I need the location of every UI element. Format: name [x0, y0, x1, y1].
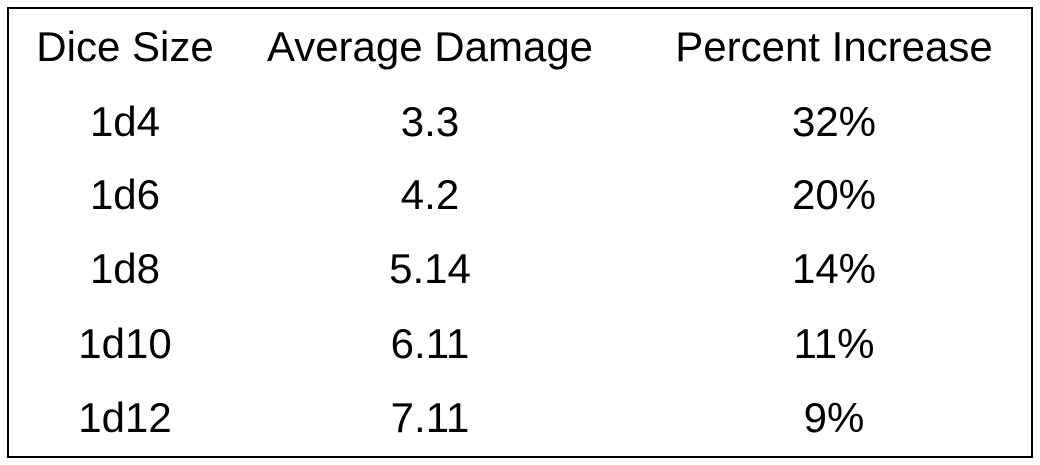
table-cell: 9% — [804, 394, 865, 441]
table-cell: 11% — [794, 320, 875, 367]
table-cell: 5.14 — [389, 245, 471, 292]
table-cell: 4.2 — [401, 171, 459, 218]
table-cell: 20% — [792, 171, 876, 218]
table-cell: 1d6 — [90, 171, 160, 218]
table-cell: 1d12 — [78, 394, 171, 441]
table-cell: 3.3 — [401, 98, 459, 145]
table-cell: 6.11 — [391, 320, 470, 367]
table-cell: 7.11 — [391, 394, 470, 441]
table-cell: 1d4 — [90, 98, 160, 145]
header-cell: Dice Size — [36, 23, 213, 70]
table-border — [7, 7, 1033, 458]
header-cell: Percent Increase — [675, 23, 993, 70]
table-cell: 1d10 — [78, 320, 171, 367]
header-cell: Average Damage — [267, 23, 593, 70]
table-cell: 32% — [792, 98, 876, 145]
table-cell: 14% — [792, 245, 876, 292]
table-cell: 1d8 — [90, 245, 160, 292]
